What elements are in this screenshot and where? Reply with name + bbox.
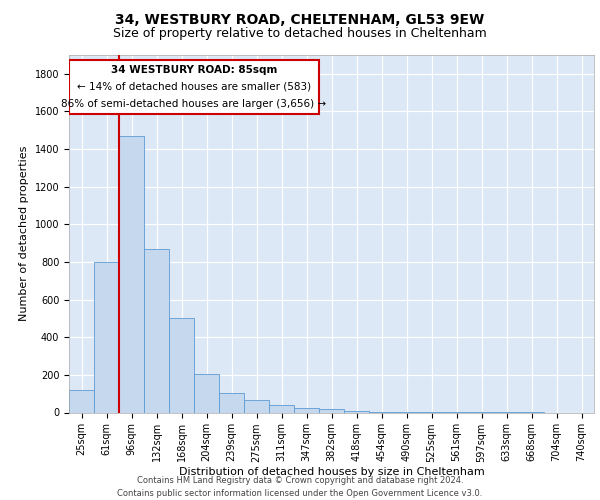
Bar bbox=[119, 136, 144, 412]
Bar bbox=[269, 405, 294, 412]
Bar bbox=[169, 318, 194, 412]
Bar bbox=[194, 374, 219, 412]
Bar bbox=[94, 262, 119, 412]
Text: Contains HM Land Registry data © Crown copyright and database right 2024.
Contai: Contains HM Land Registry data © Crown c… bbox=[118, 476, 482, 498]
X-axis label: Distribution of detached houses by size in Cheltenham: Distribution of detached houses by size … bbox=[179, 468, 484, 477]
Y-axis label: Number of detached properties: Number of detached properties bbox=[19, 146, 29, 322]
Bar bbox=[219, 392, 244, 412]
Text: ← 14% of detached houses are smaller (583): ← 14% of detached houses are smaller (58… bbox=[77, 82, 311, 92]
Bar bbox=[344, 410, 369, 412]
Text: 86% of semi-detached houses are larger (3,656) →: 86% of semi-detached houses are larger (… bbox=[61, 98, 326, 108]
Bar bbox=[319, 408, 344, 412]
Bar bbox=[144, 249, 169, 412]
Bar bbox=[244, 400, 269, 412]
Text: 34, WESTBURY ROAD, CHELTENHAM, GL53 9EW: 34, WESTBURY ROAD, CHELTENHAM, GL53 9EW bbox=[115, 12, 485, 26]
Bar bbox=[69, 390, 94, 412]
Text: Size of property relative to detached houses in Cheltenham: Size of property relative to detached ho… bbox=[113, 28, 487, 40]
Text: 34 WESTBURY ROAD: 85sqm: 34 WESTBURY ROAD: 85sqm bbox=[111, 66, 277, 76]
Bar bbox=[294, 408, 319, 412]
Bar bbox=[69, 60, 319, 114]
